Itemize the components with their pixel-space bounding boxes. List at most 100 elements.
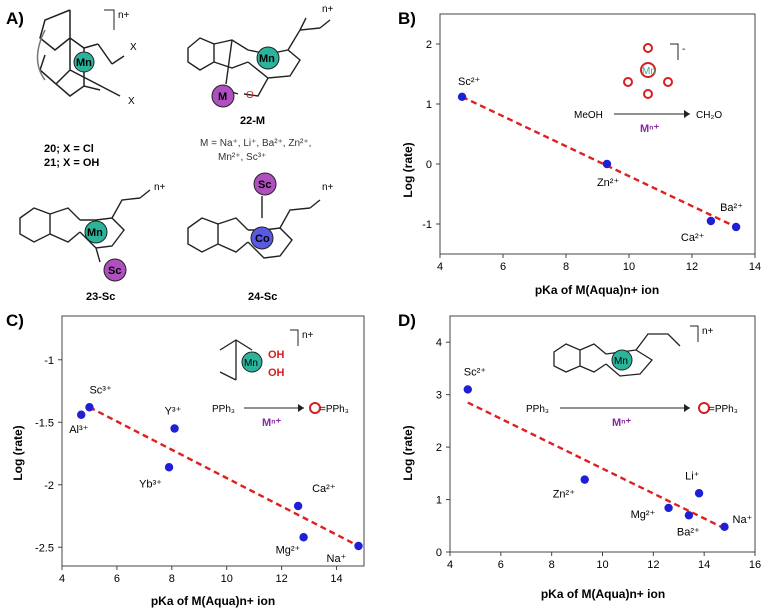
panel-d-inset: Mn n+ PPh₃ =PPh₃ Mⁿ⁺ [526,325,738,429]
point-label: Yb³⁺ [139,478,162,490]
x-ligand-label-1: X [130,42,137,53]
inset-d-catalyst: Mⁿ⁺ [612,417,632,429]
data-point [457,92,467,102]
sc-atom-24-icon [253,172,277,196]
panel-b-plot-frame [439,13,756,255]
compound-20-label: 20; X = Cl [44,143,94,155]
mn-atom-23-icon [84,220,108,244]
panel-c: C) Log (rate) 4 6 8 10 12 14 -1 -1.5 -2 -2.5 Al³⁺… [6,311,365,608]
data-point [684,511,694,520]
sc-label-23: Sc [108,265,121,277]
charge-label: n+ [118,10,130,21]
x-tick-label: 6 [498,559,504,571]
point-label: Ca²⁺ [312,483,336,495]
y-tick-label: 1 [436,495,442,507]
panel-b-inset: Mn - MeOH CH₂O Mⁿ⁺ [574,43,722,135]
data-point [164,463,174,472]
inset-c-catalyst: Mⁿ⁺ [262,417,282,429]
inset-d-reactant: PPh₃ [526,404,549,415]
panel-b-points: Sc²⁺ Zn²⁺ Ca²⁺ Ba²⁺ [457,76,743,244]
inset-d-product: =PPh₃ [709,404,738,415]
x-tick-label: 14 [749,261,761,273]
data-point [77,410,86,419]
point-label: Na⁺ [327,553,347,565]
compound-24-structure [187,196,321,259]
y-tick-label: 0 [436,547,442,559]
data-point [731,222,741,232]
panel-c-xlabel: pKa of M(Aqua)n+ ion [151,594,275,608]
panel-d-xlabel: pKa of M(Aqua)n+ ion [541,587,665,601]
panel-a-label: A) [6,9,24,28]
y-tick-label: -1 [422,219,432,231]
mn-atom-icon [73,51,95,73]
y-tick-label: -2.5 [35,542,54,554]
x-tick-label: 8 [549,559,555,571]
sc-label-24: Sc [258,179,271,191]
x-tick-label: 10 [221,573,233,585]
point-label: Na⁺ [733,514,753,526]
x-tick-label: 14 [330,573,342,585]
inset-b-catalyst: Mⁿ⁺ [640,123,660,135]
panel-b-label: B) [398,9,416,28]
data-point [299,533,308,542]
point-label: Al³⁺ [69,424,88,436]
point-label: Mg²⁺ [276,544,301,556]
panel-a: A) Mn X X n+ 20; X = Cl 21; X = OH Mn M … [6,4,334,303]
m-list-line-2: Mn²⁺, Sc³⁺ [218,152,266,163]
y-tick-label: 0 [426,159,432,171]
y-tick-label: -1 [44,355,54,367]
compound-21-label: 21; X = OH [44,157,99,169]
sc-atom-23-icon [103,258,127,282]
data-point [602,159,612,169]
x-tick-label: 10 [596,559,608,571]
mn-label: Mn [76,57,92,69]
m-label: M [218,91,227,103]
compound-24-label: 24-Sc [248,291,277,303]
point-label: Sc²⁺ [464,366,487,378]
data-point [293,501,303,511]
panel-d-points: Sc²⁺ Zn²⁺ Mg²⁺ Ba²⁺ Li⁺ Na⁺ [463,366,753,538]
x-tick-label: 12 [647,559,659,571]
panel-c-label: C) [6,311,24,330]
compound-22-label: 22-M [240,115,265,127]
y-tick-label: 2 [436,442,442,454]
mn-atom-22-icon [256,46,280,70]
inset-c-oh-1: OH [268,349,285,361]
co-label: Co [255,233,270,245]
x-tick-label: 14 [698,559,710,571]
point-label: Sc²⁺ [458,76,481,88]
panel-c-ylabel: Log (rate) [11,425,25,480]
point-label: Zn²⁺ [553,489,576,501]
x-tick-label: 4 [447,559,453,571]
data-point [354,541,363,551]
x-tick-label: 12 [276,573,288,585]
panel-c-plot-frame [61,315,365,567]
point-label: Ca²⁺ [681,232,705,244]
inset-c-mn: Mn [244,358,258,369]
o-bridge-label: O [246,90,254,101]
m-atom-icon [211,84,235,108]
point-label: Sc³⁺ [89,384,112,396]
panel-d-ylabel: Log (rate) [401,425,415,480]
point-label: Mg²⁺ [631,509,656,521]
data-point [706,216,716,226]
x-tick-label: 16 [749,559,761,571]
panel-d-label: D) [398,311,416,330]
y-tick-label: -1.5 [35,417,54,429]
data-point [694,489,704,498]
x-tick-label: 10 [623,261,635,273]
data-point [85,403,94,412]
charge-label-24: n+ [322,182,334,193]
compound-23-label: 23-Sc [86,291,115,303]
panel-c-points: Al³⁺ Sc³⁺ Y³⁺ Yb³⁺ Ca²⁺ Mg²⁺ Na⁺ [69,384,363,565]
inset-b-product: CH₂O [696,110,722,121]
inset-b-mn: Mn [642,66,656,77]
compound-23-structure [19,189,151,263]
inset-c-product: =PPh₃ [320,404,349,415]
data-point [664,503,673,513]
inset-b-charge: - [682,44,685,55]
